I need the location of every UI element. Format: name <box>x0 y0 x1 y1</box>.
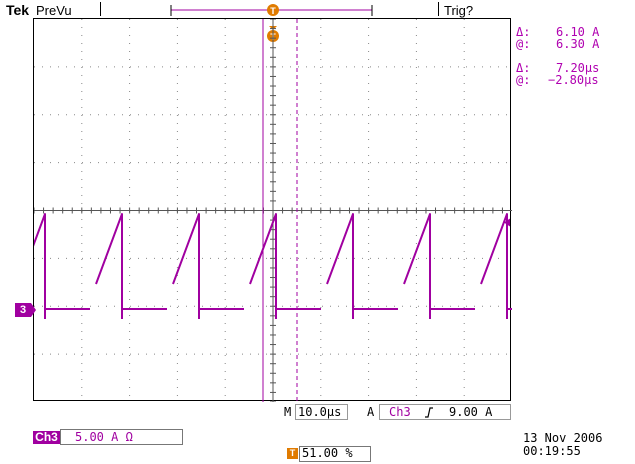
cursor-delta-time-label: Δ: <box>516 61 531 75</box>
timestamp: 13 Nov 2006 00:19:55 <box>523 432 602 458</box>
channel-3-waveform <box>34 213 512 319</box>
channel-3-badge[interactable]: Ch3 <box>33 431 60 444</box>
cursor-delta-amplitude: 6.10 A <box>556 25 600 39</box>
rising-edge-icon <box>425 407 433 418</box>
timebase-value: 10.0µs <box>298 405 342 419</box>
acquisition-mode: PreVu <box>36 3 72 18</box>
status-bar: Tek PreVu Trig? <box>0 0 635 18</box>
timestamp-date: 13 Nov 2006 <box>523 431 603 445</box>
trigger-status: Trig? <box>444 3 474 18</box>
svg-text:T: T <box>270 6 276 16</box>
channel-marker-arrow-icon <box>31 303 36 317</box>
brand-logo: Tek <box>6 2 30 18</box>
trigger-position-box[interactable] <box>299 446 371 462</box>
timebase-box[interactable] <box>295 404 348 420</box>
cursor-at-amplitude-label: @: <box>516 37 531 51</box>
channel-scale-box[interactable] <box>60 429 183 445</box>
timebase-label: M <box>284 405 292 419</box>
trigger-position-icon: T <box>287 448 298 459</box>
cursor-at-amplitude: 6.30 A <box>556 37 600 51</box>
cursor-delta-time: 7.20µs <box>556 61 600 75</box>
cursor-delta-amplitude-label: Δ: <box>516 25 531 39</box>
channel-3-marker[interactable]: 3 <box>15 303 31 317</box>
waveform-display[interactable] <box>33 18 512 402</box>
trigger-source: Ch3 <box>389 405 411 419</box>
trigger-readout-box[interactable] <box>379 404 511 420</box>
trigger-position-value: 51.00 % <box>302 446 353 460</box>
divider <box>100 2 101 16</box>
trigger-mode-label: A <box>367 405 375 419</box>
cursor-at-time: −2.80µs <box>548 73 599 87</box>
trigger-level: 9.00 A <box>449 405 493 419</box>
divider <box>438 2 439 16</box>
graticule <box>34 19 512 402</box>
channel-3-scale: 5.00 A Ω <box>75 430 133 444</box>
record-trigger-icon: T <box>267 4 279 16</box>
cursor-at-time-label: @: <box>516 73 531 87</box>
timestamp-time: 00:19:55 <box>523 444 581 458</box>
